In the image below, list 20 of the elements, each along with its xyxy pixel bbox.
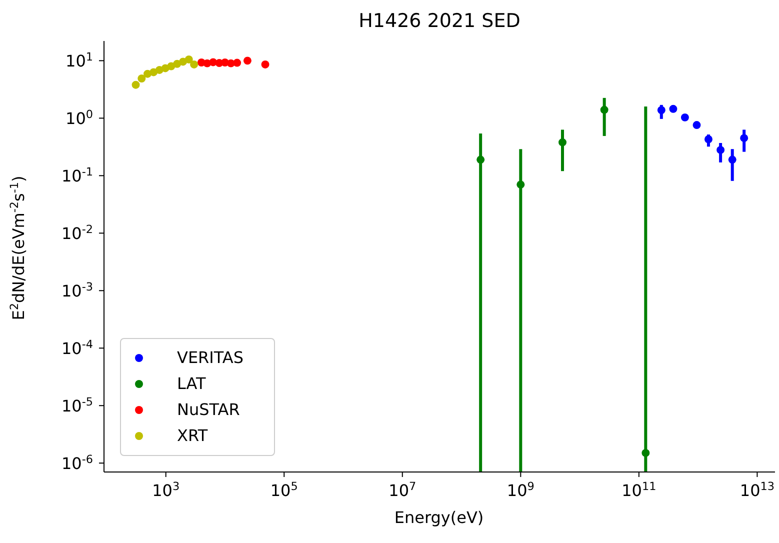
y-tick-label: 10$^{-4}$ — [61, 338, 93, 358]
y-tick-label: 10$^{-1}$ — [61, 165, 93, 186]
x-tick-label: 10$^{9}$ — [506, 480, 534, 500]
y-tick-label: 10$^{-2}$ — [61, 222, 93, 244]
x-axis-title: Energy(eV) — [394, 508, 484, 527]
legend-label: LAT — [177, 373, 206, 395]
x-tick-label: 10$^{11}$ — [622, 480, 656, 500]
x-tick-label: 10$^{5}$ — [270, 480, 298, 500]
y-tick-label: 10$^{-3}$ — [61, 280, 93, 301]
y-tick-label: 10$^{-6}$ — [61, 452, 93, 474]
y-tick-label: 10$^{-5}$ — [61, 395, 93, 416]
y-tick-label: 10$^{0}$ — [66, 108, 93, 128]
chart-title: H1426 2021 SED — [358, 10, 520, 32]
legend-label: NuSTAR — [177, 399, 240, 421]
x-tick-label: 10$^{13}$ — [740, 480, 775, 500]
legend-label: XRT — [177, 425, 208, 447]
x-tick-label: 10$^{7}$ — [388, 480, 416, 500]
y-tick-label: 10$^{1}$ — [66, 50, 93, 71]
x-tick-label: 10$^{3}$ — [152, 480, 180, 500]
legend-label: VERITAS — [177, 347, 244, 369]
